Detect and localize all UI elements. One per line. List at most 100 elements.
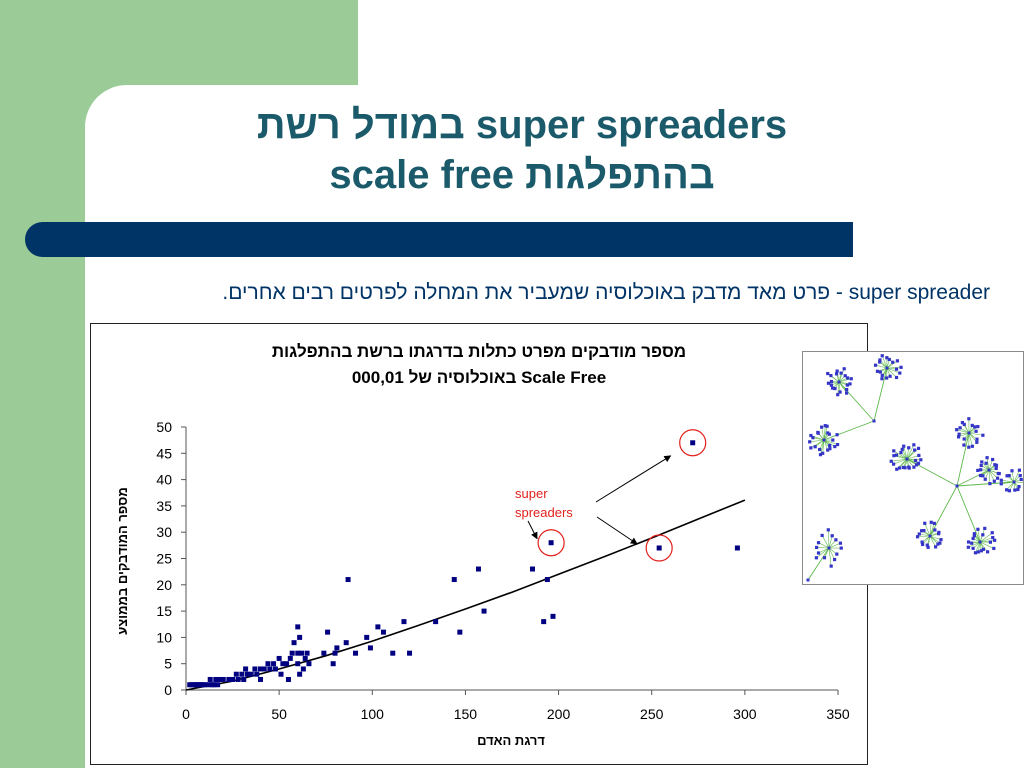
network-node [922,528,926,533]
network-node [991,457,995,462]
network-node [838,541,843,545]
data-point [475,566,481,572]
network-node [979,468,983,472]
network-edge [906,458,958,487]
network-spoke [893,450,908,460]
x-axis-title: דרגת האדם [477,733,545,748]
highlight-circle [537,529,565,557]
network-node [885,356,889,360]
network-node [916,461,921,465]
network-node [988,540,993,544]
data-point [276,655,282,661]
network-spoke [1013,481,1023,483]
network-spoke [875,364,888,369]
network-spoke [823,434,838,441]
y-tick-label: 30 [156,524,172,540]
network-node [888,374,892,378]
network-node [974,429,978,433]
data-point [407,650,413,656]
network-spoke [820,439,825,455]
y-tick-label: 35 [156,498,172,514]
network-node [818,453,823,457]
network-node [833,444,837,449]
network-edge [956,481,1015,487]
network-node [818,447,822,452]
network-node [979,463,983,468]
network-node [829,373,833,378]
data-point [529,566,535,572]
network-spoke [988,469,991,484]
network-node [894,367,899,371]
data-point [302,655,308,661]
network-node [1007,489,1012,493]
network-node [899,450,903,455]
network-hub [987,468,991,472]
network-node [938,541,942,545]
network-node [821,451,825,455]
network-node [816,551,821,555]
network-node [835,433,839,437]
network-node [970,423,974,428]
network-node [839,546,843,550]
network-spoke [906,458,919,464]
network-hub [885,366,889,370]
network-node [845,383,849,387]
network-spoke [956,429,970,434]
y-tick-label: 20 [156,577,172,593]
network-node [979,549,983,553]
data-point [364,634,370,640]
network-spoke [959,432,970,435]
network-node [967,445,971,449]
network-node [834,538,838,542]
data-point [287,655,293,661]
network-spoke [827,529,830,549]
data-point [278,671,284,677]
network-node [901,465,906,470]
network-spoke [979,541,994,549]
data-point [252,666,258,672]
data-point [254,671,260,677]
network-node [875,369,880,373]
data-point [243,666,249,672]
network-node [814,556,818,560]
network-node [892,449,896,453]
network-spoke [823,426,828,441]
network-node [966,540,971,544]
x-tick-label: 300 [733,706,757,722]
y-tick-label: 25 [156,551,172,567]
network-node [880,377,884,381]
network-spoke [828,542,841,549]
network-node [976,468,980,473]
network-node [966,545,970,549]
network-node [826,381,831,385]
data-point [271,661,277,667]
network-node [975,437,979,441]
network-spoke [929,535,936,547]
network-node [889,459,893,463]
network-node [912,465,916,469]
x-tick-label: 0 [182,706,190,722]
network-node [978,473,983,478]
data-point [343,640,349,646]
network-spoke [886,367,900,374]
chart-title: מספר מודבקים מפרט כתלות בדרגתו ברשת בהתפ… [91,339,867,391]
network-node [916,446,921,450]
data-point [289,650,295,656]
network-node [895,467,899,471]
network-node [836,393,840,397]
network-spoke [986,457,990,471]
network-spoke [1013,470,1020,483]
data-point [300,666,306,672]
network-node [831,438,835,442]
network-node [894,375,899,380]
network-spoke [891,458,908,462]
network-spoke [818,547,830,554]
network-spoke [963,432,970,446]
network-spoke [893,458,908,465]
data-point [690,440,696,446]
data-point [481,608,487,614]
data-point [375,624,381,630]
y-tick-label: 45 [156,445,172,461]
network-node [902,444,906,448]
data-point [297,634,303,640]
